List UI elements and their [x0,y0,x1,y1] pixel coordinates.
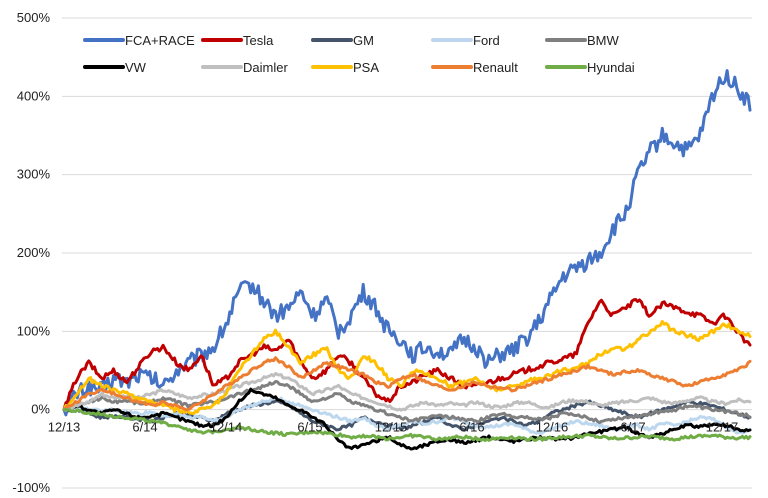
series-line-daimler [62,372,752,412]
legend-label: Tesla [243,33,274,48]
y-tick-label: 100% [17,323,51,338]
series-line-ford [62,395,752,435]
series-line-fca-race [62,69,752,417]
x-tick-label: 12/15 [375,420,408,435]
series-line-renault [62,356,752,412]
legend-item: Daimler [201,60,288,75]
y-tick-label: 500% [17,10,51,25]
x-tick-label: 6/17 [620,420,645,435]
x-axis-tick-labels: 12/13 6/14 12/14 6/15 12/15 6/16 12/16 6/17 12/1… [48,420,739,435]
series-line-hyundai [62,408,752,443]
legend-label: Daimler [243,60,288,75]
legend-item: Tesla [201,33,274,48]
y-axis-tick-labels: -100% 0% 100% 200% 300% 400% 500% [12,10,50,495]
x-tick-label: 6/15 [297,420,322,435]
legend-item: GM [311,33,374,48]
legend-item: FCA+RACE [83,33,195,48]
y-tick-label: 0% [31,402,50,417]
legend-item: BMW [545,33,620,48]
legend-label: BMW [587,33,620,48]
series-line-vw [62,387,752,451]
legend-item: Hyundai [545,60,635,75]
legend-label: VW [125,60,147,75]
x-tick-label: 6/14 [132,420,157,435]
series-line-tesla [62,298,752,412]
legend-label: Renault [473,60,518,75]
x-tick-label: 12/13 [48,420,81,435]
y-tick-label: 200% [17,245,51,260]
series-line-bmw [62,380,752,425]
y-tick-label: 300% [17,167,51,182]
legend-label: GM [353,33,374,48]
x-tick-label: 12/14 [210,420,243,435]
legend-label: Ford [473,33,500,48]
legend-item: Ford [431,33,500,48]
legend-item: VW [83,60,147,75]
y-tick-label: -100% [12,480,50,495]
legend-label: Hyundai [587,60,635,75]
legend-label: FCA+RACE [125,33,195,48]
legend: FCA+RACE Tesla GM Ford BMW VW Daimler PSA Renaul… [83,33,635,75]
series-lines [62,69,752,451]
legend-label: PSA [353,60,379,75]
legend-item: PSA [311,60,379,75]
legend-item: Renault [431,60,518,75]
x-tick-label: 12/16 [536,420,569,435]
x-tick-label: 12/17 [706,420,739,435]
x-tick-label: 6/16 [459,420,484,435]
y-tick-label: 400% [17,88,51,103]
